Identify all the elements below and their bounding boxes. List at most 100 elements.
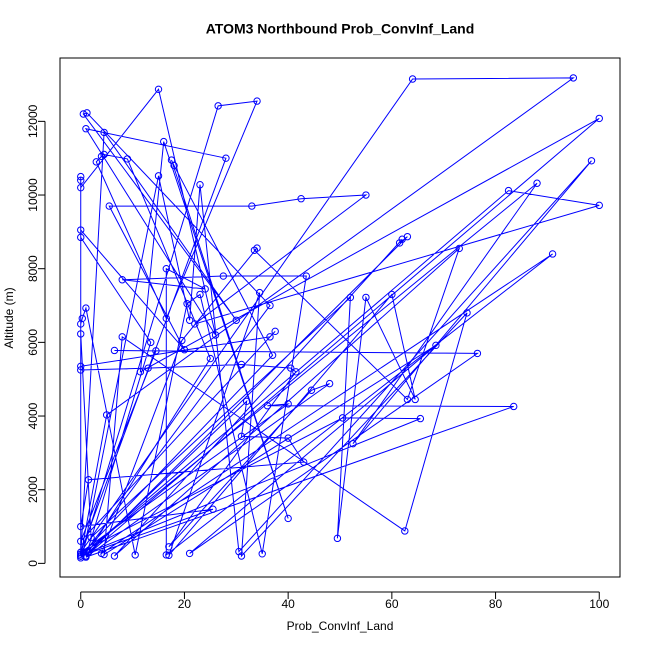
point [165,551,173,559]
point [92,158,100,166]
point [253,244,261,252]
point [403,395,412,404]
point [77,330,85,338]
point [110,552,119,560]
point [237,552,246,560]
point [160,137,168,146]
point [587,157,596,165]
point [455,244,463,253]
point [287,364,295,372]
point [473,349,482,358]
point [595,201,603,210]
point [165,543,173,551]
point [152,347,160,355]
point [118,333,126,341]
point [131,551,139,559]
x-tick-label: 20 [178,597,192,611]
point [346,293,355,302]
series-line [80,77,600,559]
point [237,360,246,369]
point [219,272,228,280]
point [77,552,85,560]
point [232,316,240,324]
point [185,316,194,324]
point [77,183,85,192]
point [185,549,194,558]
y-tick-label: 4000 [26,402,40,429]
x-axis-label: Prob_ConvInf_Land [287,619,394,633]
point [325,379,334,388]
y-tick-label: 10000 [26,178,40,212]
y-tick-label: 12000 [26,104,40,138]
point [408,75,417,83]
x-tick-label: 40 [281,597,295,611]
point [154,85,163,94]
point [333,534,342,543]
point [77,176,85,184]
point [258,550,266,558]
point [196,290,204,299]
point [201,285,209,293]
point [211,331,220,339]
x-tick-label: 100 [589,597,609,611]
point [242,397,251,405]
point [178,336,186,345]
point [432,341,440,350]
x-tick-label: 80 [489,597,503,611]
y-tick-label: 8000 [26,255,40,282]
point [77,522,85,531]
point [77,226,85,234]
point [77,537,85,545]
point [77,233,85,242]
point [362,293,370,302]
point [191,320,199,328]
point [209,505,217,513]
point [170,161,178,170]
point [292,368,300,376]
point [284,514,292,523]
point [398,235,406,243]
point [162,264,170,273]
point [401,527,409,535]
point [510,402,518,411]
chart-title: ATOM3 Northbound Prob_ConvInf_Land [206,21,475,37]
point [307,386,316,394]
point [253,97,261,105]
point [416,414,425,423]
point [78,314,86,323]
point [248,202,256,210]
point [77,362,85,371]
x-tick-label: 0 [77,597,84,611]
point [237,432,246,440]
point [548,250,557,258]
point [77,320,85,328]
point [206,354,215,363]
point [180,346,189,354]
point [100,550,108,559]
point [338,414,347,422]
point [300,458,308,466]
point [302,272,310,280]
point [349,439,357,448]
point [102,411,111,419]
point [84,548,93,557]
y-axis-label: Altitude (m) [2,287,16,348]
point [255,288,264,297]
point [77,172,85,181]
point [395,239,404,247]
point [77,366,85,374]
point [533,179,541,187]
point [79,110,88,118]
point [362,191,370,199]
point [284,434,292,442]
point [154,172,163,180]
point [105,202,113,210]
point [595,114,603,123]
point [110,346,119,355]
point [100,128,108,137]
point [284,400,292,408]
point [569,74,578,82]
point [162,314,170,323]
